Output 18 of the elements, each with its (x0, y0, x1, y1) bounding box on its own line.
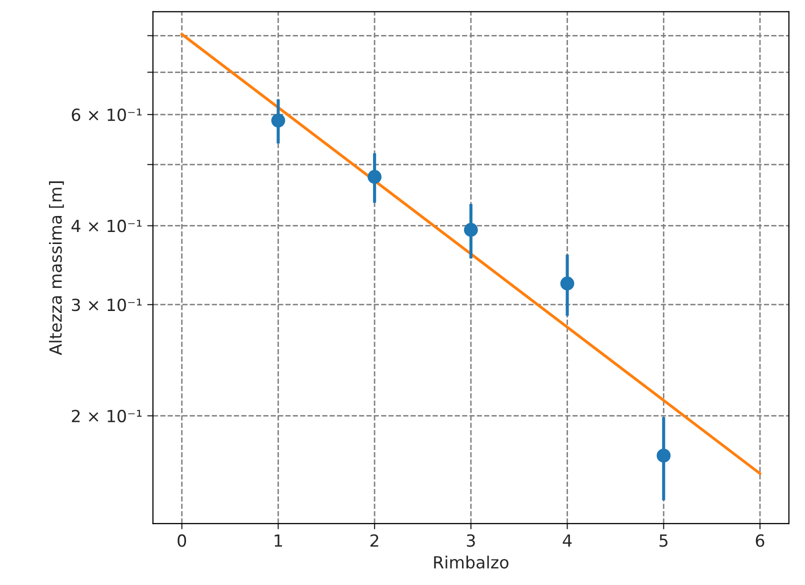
y-tick-label: 6 × 10⁻¹ (72, 108, 142, 122)
x-tick-label: 4 (562, 534, 572, 547)
x-tick-label: 1 (274, 534, 282, 547)
x-tick-label: 0 (178, 534, 186, 547)
y-tick-label: 2 × 10⁻¹ (72, 410, 142, 422)
x-tick-label: 6 (756, 534, 764, 547)
point (464, 222, 478, 237)
point (560, 276, 574, 290)
x-tick-label: 3 (466, 534, 475, 547)
x-axis-title: Rimbalzo (434, 556, 508, 569)
point (656, 448, 671, 463)
point (368, 170, 382, 184)
point (271, 114, 286, 128)
x-tick-label: 5 (660, 534, 668, 547)
y-axis-title: Altezza massima [m] (48, 181, 64, 356)
y-tick-label: 4 × 10⁻¹ (71, 220, 142, 232)
x-tick-label: 2 (370, 534, 378, 547)
y-tick-label: 3 × 10⁻¹ (72, 298, 142, 312)
